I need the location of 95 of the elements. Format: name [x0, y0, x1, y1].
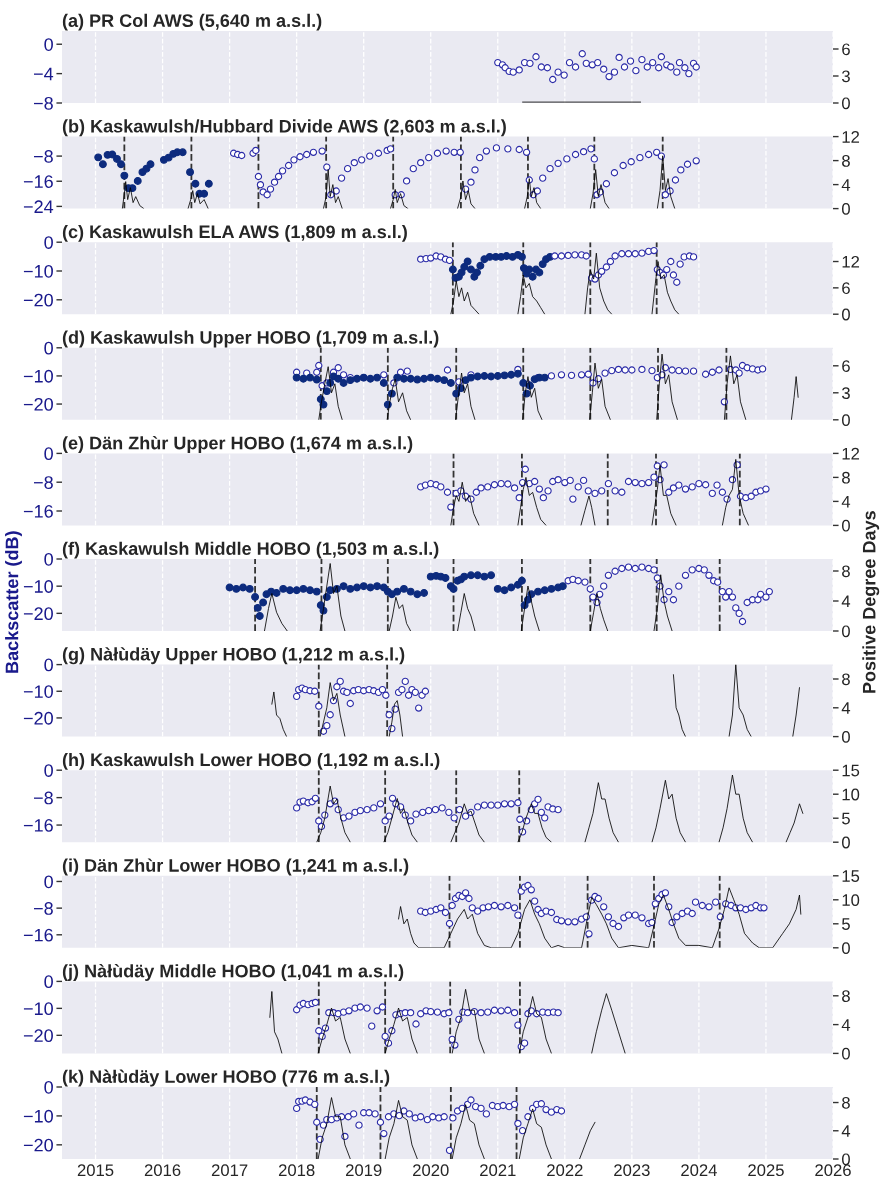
- y2-tick-label: 6: [842, 360, 850, 372]
- chart-title: (b) Kaskawulsh/Hubbard Divide AWS (2,603 m a.s.l.): [62, 119, 506, 137]
- y-tick-label: −16: [23, 818, 53, 832]
- y2-tick-label: 3: [841, 387, 850, 399]
- chart-title: (f) Kaskawulsh Middle HOBO (1,503 m a.s.l.): [62, 541, 439, 559]
- x-tick-label: 2024: [681, 1164, 717, 1177]
- y-tick-label: 0: [44, 1080, 53, 1094]
- y2-tick-label: 4: [841, 1019, 851, 1031]
- y2-axis-title: Positive Degree Days: [862, 511, 880, 693]
- y-tick-label: −10: [23, 580, 53, 593]
- x-tick-label: 2018: [278, 1164, 315, 1177]
- y2-tick-label: 4: [841, 495, 851, 508]
- y2-tick-label: 12: [842, 447, 860, 460]
- y2-tick-label: 6: [842, 282, 850, 295]
- y-tick-label: −10: [23, 369, 53, 383]
- chart-title: (d) Kaskawulsh Upper HOBO (1,709 m a.s.l.): [62, 330, 439, 348]
- y2-tick-label: 8: [842, 990, 850, 1002]
- y2-tick-label: 10: [842, 788, 860, 801]
- y2-tick-label: 0: [841, 414, 850, 426]
- y-tick-label: −8: [33, 791, 53, 805]
- y2-tick-label: 5: [842, 812, 850, 825]
- y2-tick-label: 10: [842, 894, 860, 906]
- chart-title: (k) Nàłùdäy Lower HOBO (776 m a.s.l.): [62, 1069, 390, 1087]
- y2-tick-label: 0: [841, 203, 850, 215]
- y2-tick-label: 0: [841, 942, 850, 954]
- y2-tick-label: 8: [842, 1096, 850, 1109]
- chart-title: (j) Nàłùdäy Middle HOBO (1,041 m a.s.l.): [62, 963, 404, 981]
- y2-tick-label: 6: [842, 43, 850, 56]
- y2-tick-label: 0: [841, 731, 850, 743]
- y2-tick-label: 0: [841, 1047, 850, 1060]
- x-tick-label: 2020: [413, 1164, 449, 1177]
- y-tick-label: −20: [23, 1029, 53, 1043]
- y2-tick-label: 0: [841, 836, 850, 849]
- x-tick-label: 2023: [614, 1164, 650, 1177]
- y-tick-label: 0: [44, 341, 53, 355]
- chart-title: (e) Dän Zhùr Upper HOBO (1,674 m a.s.l.): [62, 435, 413, 453]
- y-tick-label: −20: [23, 293, 53, 307]
- y-tick-label: 0: [44, 975, 53, 989]
- y-tick-label: −10: [23, 685, 53, 698]
- y-tick-label: 0: [44, 764, 53, 777]
- y-tick-label: −16: [23, 928, 53, 942]
- y-axis-title: Backscatter (dB): [5, 531, 22, 673]
- y-tick-label: 0: [44, 875, 53, 889]
- y2-tick-label: 0: [841, 519, 850, 532]
- x-tick-label: 2016: [144, 1164, 181, 1177]
- y-tick-label: 0: [44, 236, 53, 249]
- y2-tick-label: 8: [842, 565, 850, 578]
- y-tick-label: −20: [23, 397, 53, 411]
- y-tick-label: −10: [23, 1109, 53, 1123]
- y2-tick-label: 0: [841, 97, 850, 110]
- y-tick-label: −16: [23, 504, 53, 518]
- y2-tick-label: 3: [841, 70, 850, 83]
- x-tick-label: 2026: [815, 1164, 851, 1177]
- x-tick-label: 2021: [480, 1164, 516, 1177]
- x-tick-label: 2019: [346, 1164, 382, 1177]
- y2-tick-label: 12: [842, 255, 860, 268]
- y-tick-label: −20: [23, 1138, 53, 1152]
- y2-tick-label: 5: [842, 918, 850, 930]
- chart-title: (g) Nàłùdäy Upper HOBO (1,212 m a.s.l.): [62, 647, 405, 665]
- chart-title: (c) Kaskawulsh ELA AWS (1,809 m a.s.l.): [62, 224, 407, 242]
- y-tick-label: −8: [33, 96, 53, 110]
- y2-tick-label: 8: [842, 471, 850, 484]
- y2-tick-label: 4: [841, 702, 851, 714]
- y-tick-label: 0: [44, 38, 53, 51]
- chart-title: (i) Dän Zhùr Lower HOBO (1,241 m a.s.l.): [62, 858, 409, 876]
- y-tick-label: −10: [23, 1002, 53, 1016]
- y2-tick-label: 8: [842, 673, 850, 686]
- y2-tick-label: 4: [841, 595, 851, 608]
- y-tick-label: −8: [33, 150, 53, 163]
- x-tick-label: 2017: [211, 1164, 248, 1177]
- chart-title: (h) Kaskawulsh Lower HOBO (1,192 m a.s.l.): [62, 752, 440, 770]
- y-tick-label: −24: [23, 200, 54, 213]
- y-tick-label: 0: [44, 552, 53, 566]
- x-tick-label: 2015: [77, 1164, 114, 1177]
- y2-tick-label: 0: [841, 625, 850, 638]
- y-tick-label: −8: [33, 476, 53, 489]
- y2-tick-label: 0: [841, 308, 850, 321]
- y2-tick-label: 15: [842, 870, 860, 882]
- y2-tick-label: 0: [841, 1153, 850, 1166]
- x-tick-label: 2022: [547, 1164, 583, 1177]
- y-tick-label: −10: [23, 264, 53, 278]
- y2-tick-label: 12: [842, 131, 860, 143]
- y2-tick-label: 4: [841, 179, 851, 191]
- y-tick-label: −8: [33, 902, 53, 915]
- y-tick-label: 0: [44, 447, 53, 461]
- y-tick-label: −16: [23, 175, 53, 188]
- y2-tick-label: 15: [842, 764, 860, 777]
- x-tick-label: 2025: [748, 1164, 784, 1177]
- y-tick-label: −20: [23, 607, 53, 621]
- y2-tick-label: 8: [842, 155, 850, 167]
- chart-title: (a) PR Col AWS (5,640 m a.s.l.): [62, 13, 322, 31]
- y2-tick-label: 4: [841, 1125, 851, 1137]
- y-tick-label: −20: [23, 711, 53, 725]
- y-tick-label: 0: [44, 658, 53, 672]
- y-tick-label: −4: [33, 67, 54, 81]
